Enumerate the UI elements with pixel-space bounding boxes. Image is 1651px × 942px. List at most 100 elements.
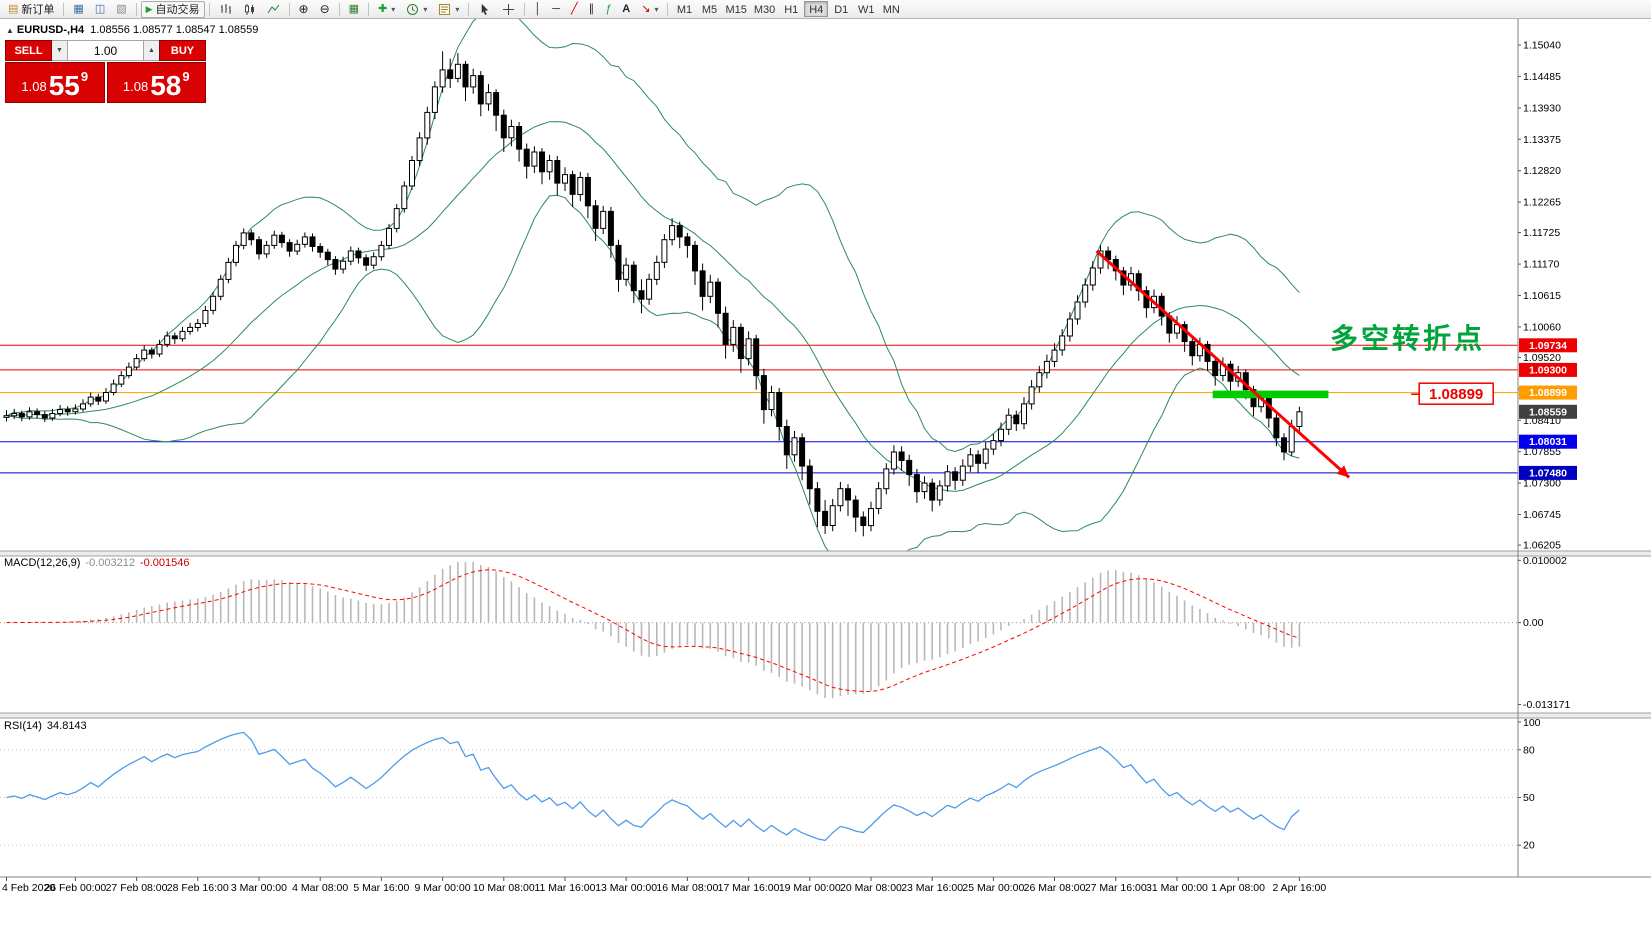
- channel-icon: ∥: [588, 2, 595, 15]
- ask-price-prefix: 1.08: [122, 79, 149, 94]
- timeframe-m15-button[interactable]: M15: [725, 4, 747, 16]
- timeframe-m1-button[interactable]: M1: [676, 4, 693, 16]
- timeframe-d1-button[interactable]: D1: [834, 4, 849, 16]
- fibonacci-tool-button[interactable]: ƒ: [600, 1, 616, 18]
- crosshair-tool-button[interactable]: [497, 1, 520, 18]
- svg-text:13 Mar 00:00: 13 Mar 00:00: [595, 882, 657, 894]
- timeframe-mn-button[interactable]: MN: [882, 4, 900, 16]
- trendline-object[interactable]: [1095, 249, 1351, 479]
- candlestick-mode-button[interactable]: [238, 1, 261, 18]
- trendline-arrowhead: [1336, 465, 1350, 478]
- macd-signal-value: -0.001546: [139, 557, 190, 569]
- toolbar-separator: [63, 2, 65, 16]
- bid-price-display[interactable]: 1.08 55 9: [5, 62, 105, 103]
- volume-increase-button[interactable]: ▲: [144, 40, 159, 61]
- periods-button[interactable]: ▾: [401, 1, 432, 18]
- svg-text:1.12820: 1.12820: [1523, 165, 1561, 177]
- one-click-collapse-icon[interactable]: ▲: [6, 26, 14, 35]
- svg-text:20: 20: [1523, 840, 1535, 852]
- timeframe-m30-button[interactable]: M30: [753, 4, 776, 16]
- volume-input[interactable]: [67, 40, 144, 61]
- vertical-line-tool-button[interactable]: │: [529, 1, 546, 18]
- channel-tool-button[interactable]: ∥: [584, 1, 600, 18]
- new-order-button[interactable]: ▤ 新订单: [3, 1, 59, 18]
- bid-price-big-digits: 55: [48, 70, 80, 101]
- svg-text:1.11170: 1.11170: [1523, 259, 1560, 271]
- tile-windows-button[interactable]: ▦: [344, 1, 364, 18]
- bid-price-pipette: 9: [80, 69, 89, 84]
- arrows-tool-button[interactable]: ↘ ▾: [636, 1, 663, 18]
- chevron-down-icon: ▾: [391, 4, 396, 14]
- templates-button[interactable]: ▾: [433, 1, 464, 18]
- market-watch-button[interactable]: ▦: [68, 1, 88, 18]
- chart-title: ▲ EURUSD-,H4 1.08556 1.08577 1.08547 1.085…: [6, 24, 258, 36]
- top-toolbar: ▤ 新订单 ▦ ◫ ▧ ▶ 自动交易 ⊕ ⊖ ▦ ✚ ▾ ▾ ▾ │ ─ ╱: [0, 0, 1651, 19]
- toolbar-separator: [135, 2, 137, 16]
- svg-text:2 Apr 16:00: 2 Apr 16:00: [1272, 882, 1326, 894]
- turning-point-annotation[interactable]: 多空转折点: [1330, 322, 1485, 354]
- candlestick-icon: [244, 3, 254, 15]
- vertical-line-icon: │: [534, 2, 542, 15]
- svg-text:19 Mar 00:00: 19 Mar 00:00: [779, 882, 841, 894]
- sell-button[interactable]: SELL: [5, 40, 52, 61]
- data-window-button[interactable]: ◫: [90, 1, 110, 18]
- cursor-tool-button[interactable]: [473, 1, 496, 18]
- price-tag: [1519, 362, 1577, 377]
- price-axis[interactable]: 1.15040 1.14485 1.13930 1.13375 1.12820 1.122…: [1518, 40, 1561, 552]
- svg-text:20 Mar 08:00: 20 Mar 08:00: [840, 882, 902, 894]
- chart-canvas[interactable]: 1.15040 1.14485 1.13930 1.13375 1.12820 1.122…: [0, 19, 1651, 942]
- zoom-in-button[interactable]: ⊕: [294, 1, 314, 18]
- timeframe-m5-button[interactable]: M5: [701, 4, 718, 16]
- svg-text:10 Mar 08:00: 10 Mar 08:00: [473, 882, 535, 894]
- cursor-icon: [482, 3, 489, 15]
- svg-text:1.07480: 1.07480: [1529, 467, 1567, 479]
- toolbar-separator: [338, 2, 340, 16]
- svg-text:1.10615: 1.10615: [1523, 290, 1561, 302]
- ask-price-big-digits: 58: [150, 70, 182, 101]
- macd-panel: 0.010002 0.00 -0.013171: [0, 555, 1570, 711]
- zoom-out-button[interactable]: ⊖: [315, 1, 335, 18]
- svg-text:1.11725: 1.11725: [1523, 227, 1560, 239]
- toolbar-separator: [368, 2, 370, 16]
- price-tag: [1519, 434, 1577, 449]
- tile-windows-icon: ▦: [348, 2, 360, 15]
- bar-chart-mode-button[interactable]: [214, 1, 237, 18]
- trendline-tool-button[interactable]: ╱: [566, 1, 583, 18]
- volume-decrease-button[interactable]: ▼: [52, 40, 67, 61]
- timeframe-h1-button[interactable]: H1: [784, 4, 799, 16]
- svg-text:25 Mar 00:00: 25 Mar 00:00: [962, 882, 1024, 894]
- ask-price-display[interactable]: 1.08 58 9: [106, 62, 206, 103]
- price-callout-box[interactable]: [1418, 382, 1494, 405]
- svg-text:0.00: 0.00: [1523, 617, 1544, 629]
- text-tool-button[interactable]: A: [617, 1, 635, 18]
- auto-trading-button[interactable]: ▶ 自动交易: [140, 0, 205, 18]
- svg-text:26 Mar 08:00: 26 Mar 08:00: [1024, 882, 1086, 894]
- symbol-period-label: EURUSD-,H4: [16, 24, 85, 36]
- price-tag: [1519, 385, 1577, 400]
- macd-name: MACD(12,26,9): [4, 557, 81, 569]
- svg-text:3 Mar 00:00: 3 Mar 00:00: [231, 882, 287, 894]
- chevron-down-icon: ▾: [423, 4, 428, 14]
- navigator-icon: ▧: [116, 2, 127, 15]
- svg-text:4 Feb 2020: 4 Feb 2020: [2, 882, 55, 894]
- macd-main-value: -0.003212: [85, 557, 135, 569]
- line-chart-mode-button[interactable]: [262, 1, 285, 18]
- support-rectangle[interactable]: [1212, 390, 1329, 399]
- svg-text:11 Mar 16:00: 11 Mar 16:00: [534, 882, 595, 894]
- rsi-panel: 100 80 50 20: [0, 717, 1541, 852]
- macd-indicator-label: MACD(12,26,9) -0.003212 -0.001546: [4, 557, 190, 569]
- toolbar-separator: [468, 2, 470, 16]
- timeframe-h4-button[interactable]: H4: [804, 1, 829, 17]
- horizontal-line-tool-button[interactable]: ─: [547, 1, 565, 18]
- svg-text:1.09520: 1.09520: [1523, 352, 1561, 364]
- template-icon: [439, 3, 451, 15]
- svg-text:16 Mar 08:00: 16 Mar 08:00: [656, 882, 718, 894]
- indicators-button[interactable]: ✚ ▾: [373, 1, 400, 18]
- buy-button[interactable]: BUY: [159, 40, 206, 61]
- navigator-button[interactable]: ▧: [111, 1, 131, 18]
- timeframe-w1-button[interactable]: W1: [858, 4, 875, 16]
- zoom-out-icon: ⊖: [319, 2, 330, 16]
- toolbar-separator: [524, 2, 526, 16]
